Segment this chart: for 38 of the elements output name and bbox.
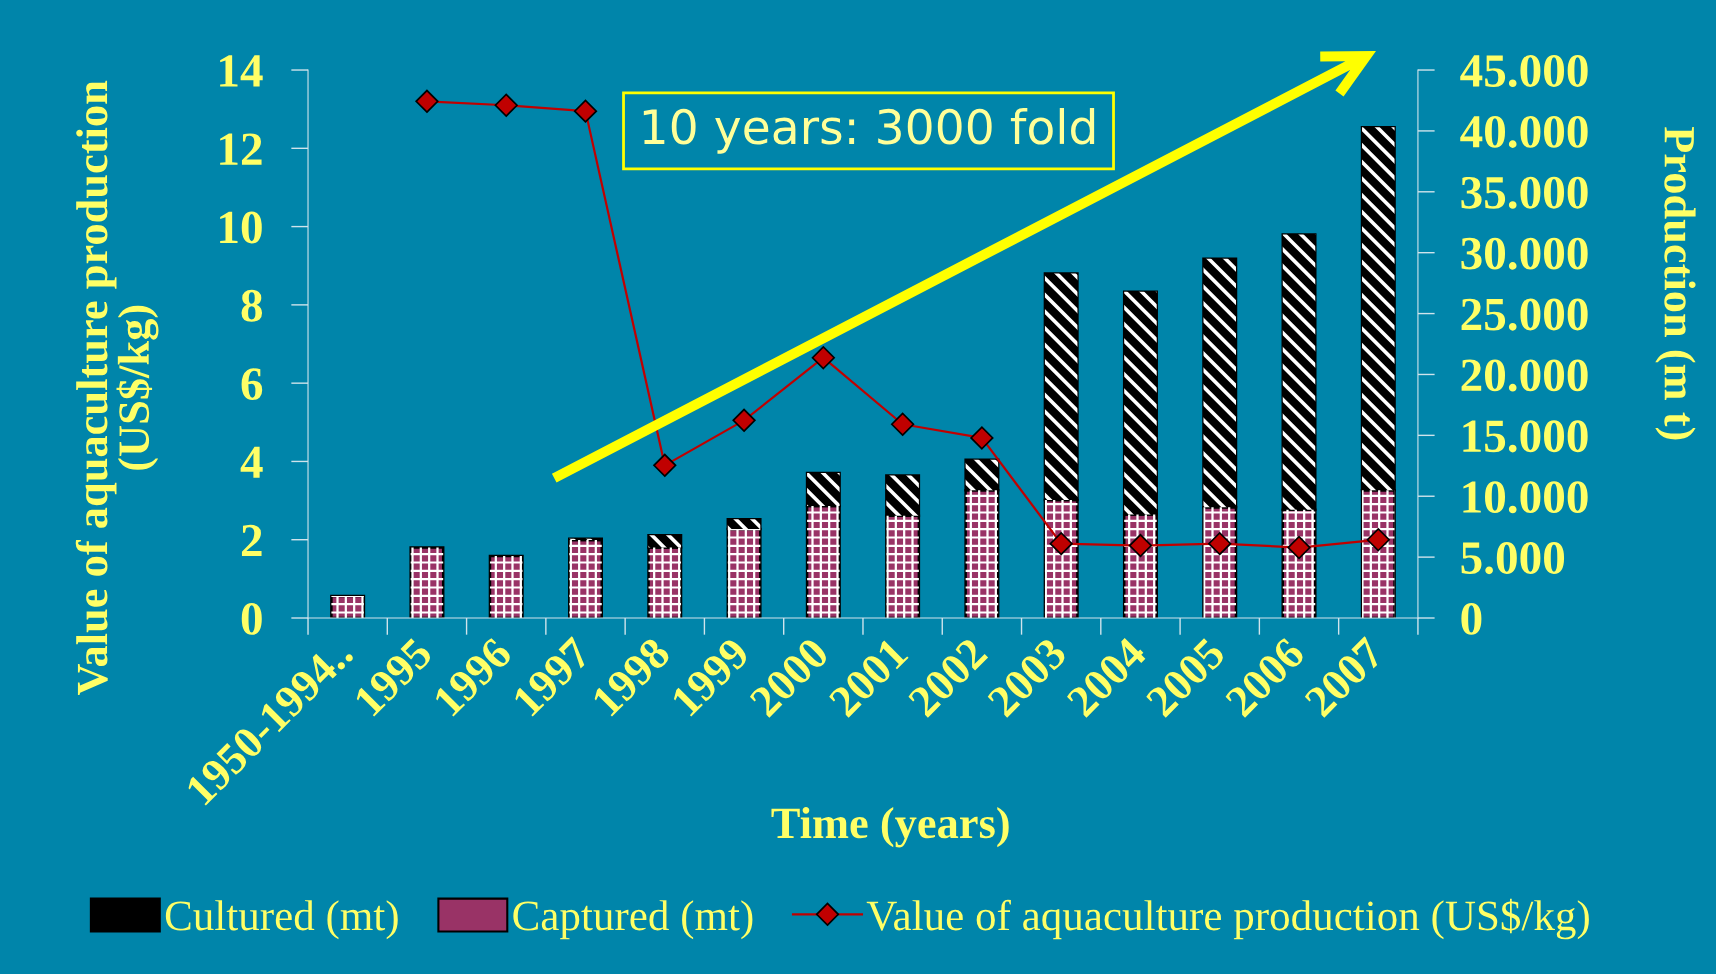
y2-tick-label: 20.000 (1461, 359, 1588, 392)
point (1366, 528, 1390, 552)
point (1287, 535, 1311, 560)
y2-tick-label: 10.000 (1463, 481, 1588, 514)
point (573, 99, 598, 123)
y2-tick-label: 0 (1461, 602, 1482, 635)
point (653, 453, 677, 477)
y2-tick-label: 30.000 (1461, 237, 1588, 270)
y-tick-label: 0 (241, 602, 262, 635)
y2-tick-label: 45.000 (1460, 55, 1588, 88)
point (1049, 531, 1073, 556)
y2-axis-title: Production (m t) (1655, 126, 1696, 440)
point (1128, 533, 1153, 558)
y-tick-label: 4 (240, 446, 263, 478)
y2-tick-label: 35.000 (1461, 176, 1588, 209)
legend-label: Captured (mt) (513, 900, 753, 940)
point (415, 89, 439, 113)
legend-label: Cultured (mt) (165, 900, 398, 940)
point (494, 93, 518, 117)
point (732, 408, 756, 432)
point (970, 426, 994, 450)
point (1208, 531, 1232, 556)
point (890, 412, 915, 436)
y2-tick-label: 40.000 (1460, 115, 1588, 148)
y-axis-title: Value of aquaculture production (US$/kg) (75, 80, 159, 696)
y2-tick-label: 15.000 (1463, 420, 1588, 453)
annotation: 10 years: 3000 fold (643, 108, 1095, 154)
legend-label: Value of aquaculture production (US$/kg) (866, 898, 1589, 940)
y2-tick-label: 25.000 (1461, 298, 1588, 331)
y-tick-label: 12 (220, 133, 262, 165)
y-tick-label: 6 (241, 368, 263, 401)
y-tick-label: 8 (241, 289, 263, 322)
x-axis-title: Time (years) (771, 807, 1009, 848)
point (811, 346, 835, 370)
y-tick-label: 10 (220, 211, 262, 244)
y-tick-label: 2 (241, 524, 262, 557)
y-tick-label: 14 (220, 55, 263, 87)
y2-tick-label: 5.000 (1461, 542, 1565, 575)
